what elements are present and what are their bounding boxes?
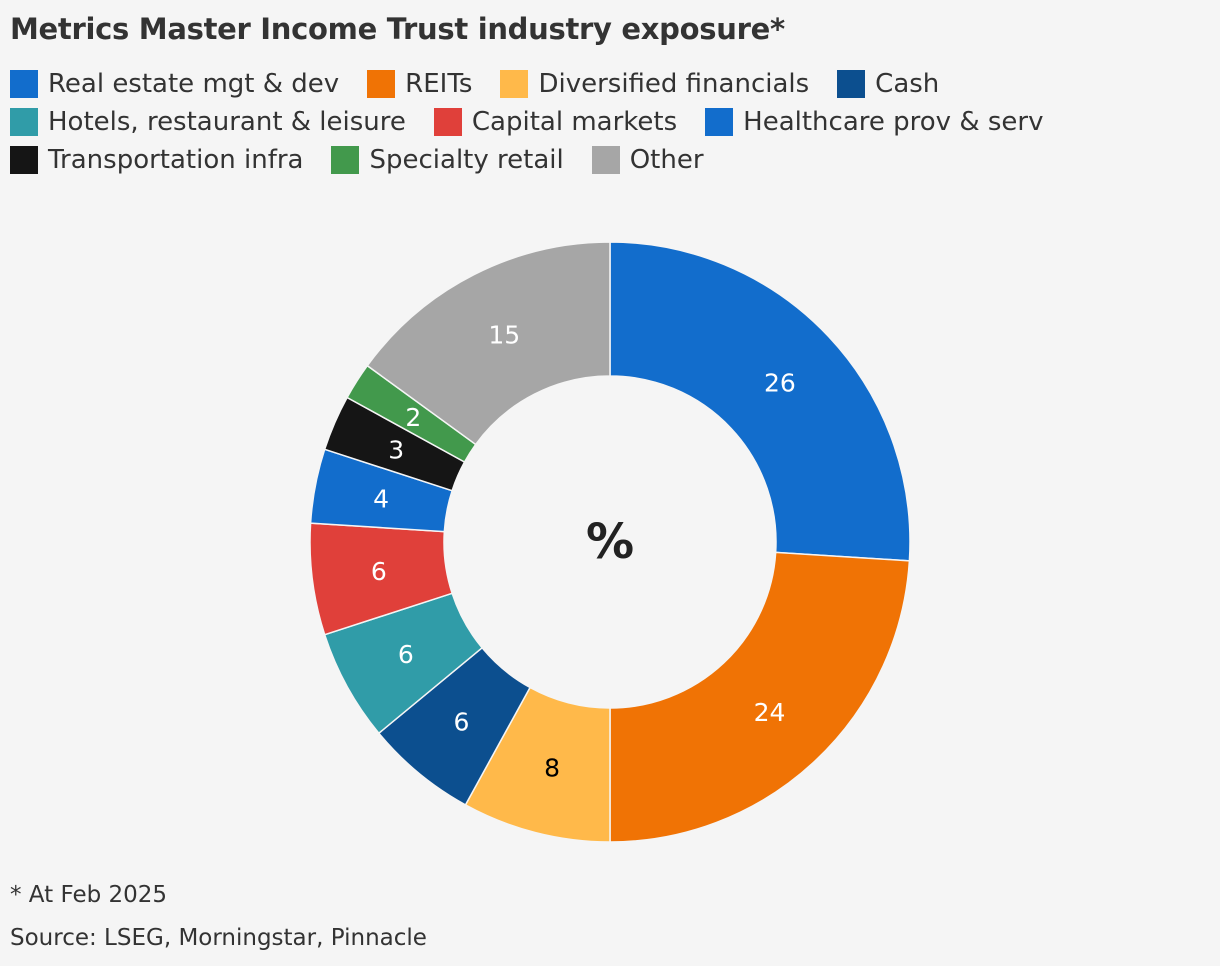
slice-value-label: 3 [388, 435, 404, 464]
donut-slice [609, 241, 911, 562]
slice-value-label: 6 [398, 640, 414, 669]
chart-title: Metrics Master Income Trust industry exp… [10, 12, 785, 46]
legend-swatch [433, 108, 462, 136]
slice-value-label: 4 [373, 484, 389, 513]
legend-swatch [837, 70, 866, 98]
legend-item: REITs [367, 69, 473, 99]
slice-value-label: 8 [544, 754, 560, 783]
legend-label: Hotels, restaurant & leisure [48, 107, 406, 137]
donut-slice [609, 551, 911, 843]
legend-item: Diversified financials [500, 69, 810, 99]
legend-item: Capital markets [433, 107, 678, 137]
slice-value-label: 24 [754, 698, 786, 727]
footnote: * At Feb 2025 [10, 882, 168, 908]
slice-value-label: 6 [454, 708, 470, 737]
center-label: % [586, 514, 634, 570]
legend-label: Capital markets [471, 107, 678, 137]
slice-value-label: 6 [371, 557, 387, 586]
legend-item: Healthcare prov & serv [705, 107, 1044, 137]
legend-swatch [331, 146, 360, 174]
legend-label: Other [629, 145, 704, 175]
legend-label: Real estate mgt & dev [48, 69, 340, 99]
legend: Real estate mgt & dev REITs Diversified fi… [10, 69, 1210, 175]
legend-label: Transportation infra [48, 145, 304, 175]
slice-value-label: 26 [764, 369, 796, 398]
source-note: Source: LSEG, Morningstar, Pinnacle [10, 925, 427, 951]
legend-swatch [10, 146, 38, 174]
legend-swatch [10, 108, 38, 136]
legend-label: Healthcare prov & serv [743, 107, 1044, 137]
legend-label: Specialty retail [369, 145, 564, 175]
legend-label: Diversified financials [538, 69, 810, 99]
legend-swatch [500, 70, 529, 98]
legend-swatch [705, 108, 734, 136]
slice-value-label: 15 [488, 320, 520, 349]
legend-swatch [367, 70, 396, 98]
legend-item: Specialty retail [331, 145, 564, 175]
legend-swatch [591, 146, 620, 174]
legend-item: Real estate mgt & dev [10, 69, 340, 99]
legend-item: Cash [837, 69, 940, 99]
legend-item: Transportation infra [10, 145, 304, 175]
donut-slice [366, 241, 611, 446]
legend-label: REITs [405, 69, 473, 99]
slice-value-label: 2 [405, 403, 421, 432]
legend-swatch [10, 70, 38, 98]
legend-label: Cash [875, 69, 940, 99]
legend-item: Other [591, 145, 704, 175]
legend-item: Hotels, restaurant & leisure [10, 107, 406, 137]
